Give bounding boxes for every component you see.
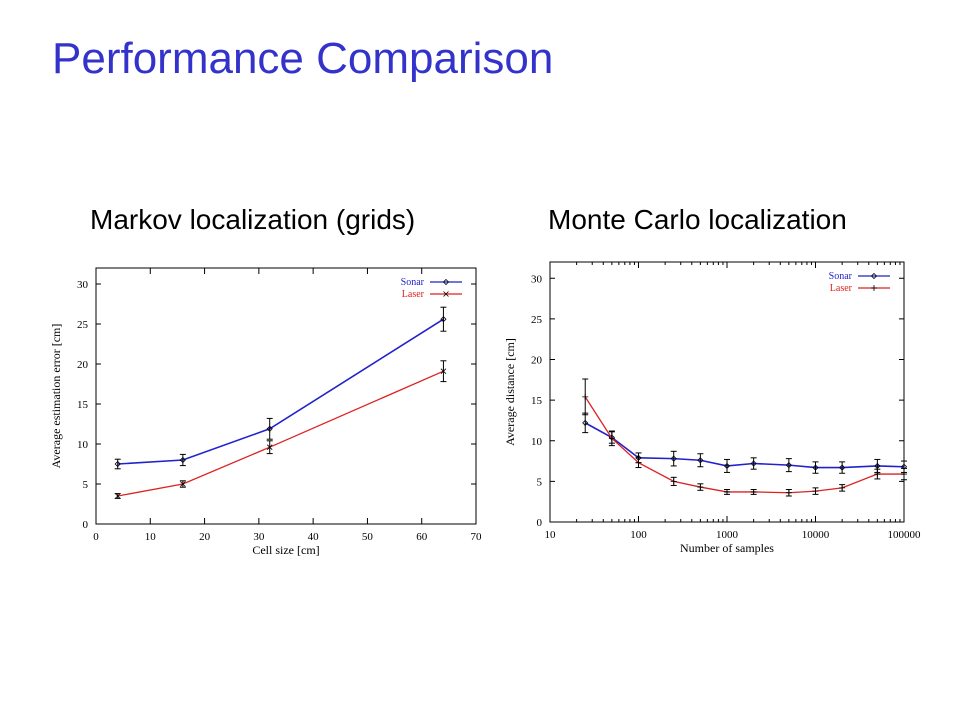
markov-xtick-label: 20	[199, 531, 211, 543]
markov-ytick-label: 10	[77, 439, 89, 451]
mcl-ytick-label: 20	[531, 355, 543, 367]
mcl-sonar-point	[874, 462, 881, 470]
markov-xtick-label: 40	[308, 531, 320, 543]
markov-y-axis-title: Average estimation error [cm]	[49, 324, 63, 469]
markov-laser-point	[180, 481, 186, 487]
markov-ytick-label: 25	[77, 319, 89, 331]
mcl-laser-point	[750, 488, 757, 495]
mcl-sonar-point	[785, 462, 792, 469]
markov-legend-laser-label: Laser	[402, 289, 425, 300]
mcl-laser-point	[608, 435, 615, 442]
mcl-xtick-label: 10000	[802, 529, 830, 541]
mcl-laser-point	[724, 488, 730, 495]
markov-ytick-label: 30	[77, 279, 89, 291]
markov-sonar-point	[440, 316, 447, 323]
markov-legend-marker	[442, 278, 450, 286]
markov-plot-frame	[95, 267, 477, 525]
markov-grid-chart-svg: 0 5 10 15 20 25 30 0 10 20 30 40 50 60 70 Cell size [cm…	[49, 267, 483, 557]
monte-carlo-chart-svg: 0 5 10 15 20 25 30 10 100 1000 10000 100000 Number o…	[503, 261, 922, 555]
mcl-sonar-point	[697, 457, 704, 464]
markov-grid-chart: 0 5 10 15 20 25 30 0 10 20 30 40 50 60 70 Cell size [cm…	[40, 258, 490, 568]
mcl-sonar-point	[723, 462, 731, 470]
mcl-laser-point	[697, 484, 704, 491]
mcl-sonar-line	[584, 422, 905, 469]
markov-ytick-label: 20	[77, 359, 89, 371]
markov-ytick-label: 5	[83, 479, 89, 491]
markov-sonar-point	[114, 460, 121, 468]
mcl-legend-sonar-label: Sonar	[829, 271, 853, 282]
markov-legend-marker	[443, 291, 449, 297]
mcl-xtick-label: 100000	[888, 529, 922, 541]
markov-laser-point	[440, 368, 447, 374]
markov-ytick-label: 0	[83, 519, 89, 531]
mcl-laser-point	[901, 471, 907, 478]
mcl-sonar-point	[582, 419, 589, 426]
mcl-laser-point	[582, 393, 589, 400]
mcl-xtick-label: 1000	[716, 529, 739, 541]
mcl-x-axis-title: Number of samples	[680, 541, 774, 555]
mcl-laser-line	[584, 396, 904, 494]
mcl-laser-point	[635, 459, 642, 466]
mcl-y-axis-title: Average distance [cm]	[503, 338, 517, 446]
mcl-ytick-label: 25	[531, 314, 543, 326]
mcl-xtick-label: 10	[545, 529, 557, 541]
mcl-laser-point	[874, 471, 881, 478]
markov-sonar-line	[117, 318, 444, 465]
mcl-legend-marker	[870, 272, 878, 280]
markov-sonar-point	[179, 456, 186, 464]
markov-xtick-label: 0	[93, 531, 99, 543]
mcl-ytick-label: 30	[531, 273, 543, 285]
markov-xtick-label: 30	[253, 531, 265, 543]
mcl-ytick-label: 5	[537, 476, 543, 488]
markov-xtick-label: 70	[471, 531, 483, 543]
mcl-ytick-label: 15	[531, 395, 543, 407]
mcl-sonar-point	[839, 464, 846, 471]
right-chart-subtitle: Monte Carlo localization	[548, 204, 847, 235]
monte-carlo-chart: 0 5 10 15 20 25 30 10 100 1000 10000 100000 Number o…	[494, 258, 924, 568]
markov-laser-point	[266, 444, 273, 450]
mcl-laser-point	[812, 488, 819, 495]
markov-sonar-point	[266, 425, 273, 432]
mcl-sonar-point	[750, 460, 757, 467]
mcl-laser-point	[670, 478, 677, 485]
slide-title: Performance Comparison	[52, 34, 554, 83]
mcl-legend-laser-label: Laser	[830, 283, 853, 294]
mcl-plot-frame	[549, 261, 905, 523]
mcl-xtick-label: 100	[630, 529, 647, 541]
mcl-legend-marker	[871, 285, 877, 291]
mcl-laser-point	[785, 489, 792, 496]
markov-xtick-label: 50	[362, 531, 374, 543]
markov-legend-sonar-label: Sonar	[401, 277, 425, 288]
markov-laser-point	[114, 493, 121, 499]
mcl-laser-point	[839, 484, 846, 491]
mcl-ytick-label: 0	[537, 517, 543, 529]
left-chart-subtitle: Markov localization (grids)	[90, 204, 416, 235]
markov-ytick-label: 15	[77, 399, 89, 411]
mcl-sonar-point	[812, 464, 819, 471]
markov-laser-line	[117, 370, 444, 497]
markov-xtick-label: 10	[145, 531, 157, 543]
mcl-sonar-point	[670, 455, 677, 462]
mcl-ytick-label: 10	[531, 436, 543, 448]
markov-x-axis-title: Cell size [cm]	[252, 543, 319, 557]
markov-xtick-label: 60	[416, 531, 428, 543]
